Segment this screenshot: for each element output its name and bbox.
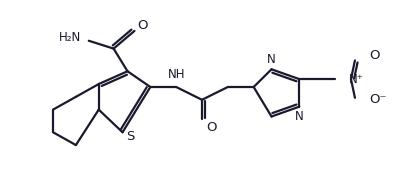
Text: O: O: [207, 121, 217, 134]
Text: S: S: [126, 130, 135, 143]
Text: O: O: [369, 49, 379, 62]
Text: NH: NH: [167, 68, 185, 81]
Text: H₂N: H₂N: [59, 31, 81, 44]
Text: O⁻: O⁻: [369, 93, 386, 106]
Text: O: O: [137, 19, 148, 33]
Text: N: N: [267, 53, 276, 66]
Text: N⁺: N⁺: [349, 73, 364, 86]
Text: N: N: [295, 110, 304, 123]
